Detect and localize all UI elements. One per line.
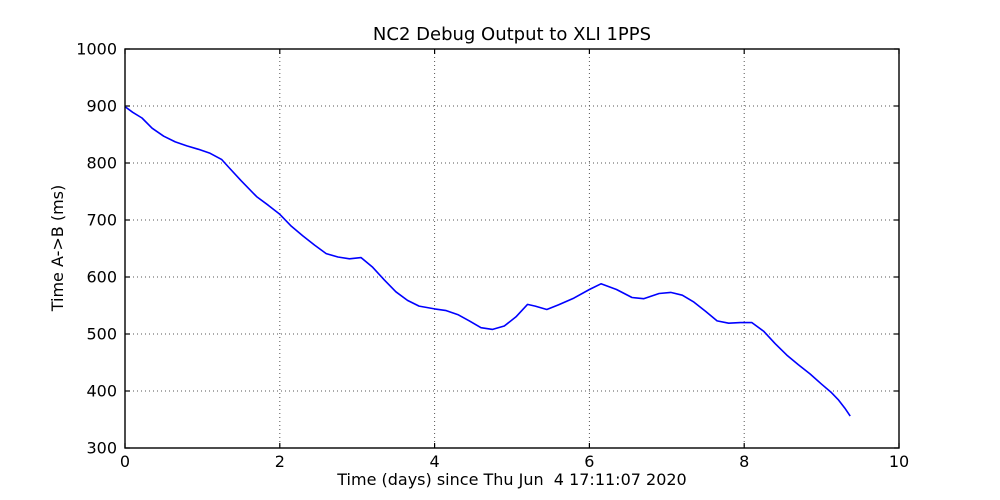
y-tick-label: 700 [86,211,117,230]
plot-border [124,48,900,449]
data-line [124,105,851,417]
x-tick-label: 8 [739,452,749,471]
x-tick-label: 4 [430,452,440,471]
y-tick-label: 800 [86,154,117,173]
chart-title: NC2 Debug Output to XLI 1PPS [372,24,652,45]
y-tick-label: 900 [86,97,117,116]
x-tick-label: 6 [584,452,594,471]
y-tick-label: 400 [86,382,117,401]
x-tick-label: 10 [889,452,909,471]
y-tick-label: 300 [86,439,117,458]
y-tick-label: 500 [86,325,117,344]
y-tick-label: 600 [86,268,117,287]
y-axis-label: Time A->B (ms) [48,184,67,312]
y-tick-label: 1000 [76,40,117,59]
x-tick-label: 2 [275,452,285,471]
x-tick-label: 0 [120,452,130,471]
x-axis-label: Time (days) since Thu Jun 4 17:11:07 202… [337,470,687,489]
